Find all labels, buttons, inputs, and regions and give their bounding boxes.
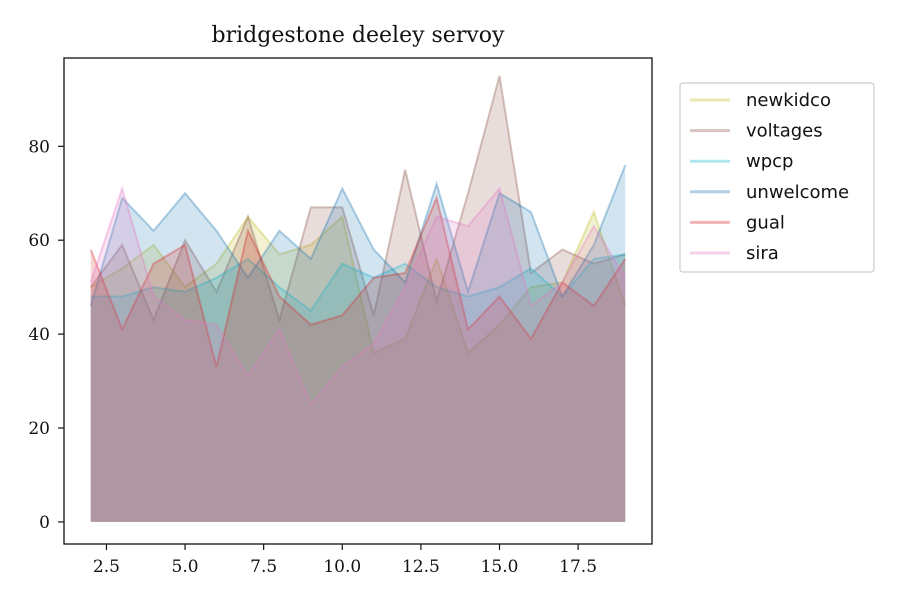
area-fill-newkidco [90, 212, 626, 522]
series-line-gual [89, 194, 627, 368]
legend-label-newkidco: newkidco [746, 90, 831, 111]
legend-label-wpcp: wpcp [746, 151, 793, 172]
x-tick-label: 12.5 [402, 557, 440, 577]
series-line-voltages [89, 75, 626, 324]
series-line-unwelcome [89, 164, 627, 307]
legend-label-gual: gual [746, 212, 785, 233]
x-tick-label: 5.0 [172, 557, 199, 577]
area-fill-voltages [90, 75, 626, 522]
y-axis: 0 20 40 60 80 [28, 137, 64, 533]
legend-box [679, 82, 875, 273]
y-tick-label: 60 [28, 231, 50, 251]
x-tick-label: 15.0 [481, 557, 519, 577]
series-line-newkidco [90, 209, 627, 355]
area-fill-sira [90, 188, 626, 522]
plot-area [89, 75, 627, 522]
y-tick-label: 20 [28, 419, 50, 439]
area-fill-gual [90, 197, 626, 522]
x-tick-label: 2.5 [93, 557, 120, 577]
legend-label-voltages: voltages [746, 121, 823, 142]
area-fill-wpcp [90, 254, 626, 522]
y-tick-label: 40 [28, 325, 50, 345]
legend-label-sira: sira [746, 243, 779, 264]
area-fill-unwelcome [90, 165, 626, 522]
series-line-wpcp [90, 253, 626, 313]
plot-frame [63, 57, 653, 545]
y-tick-label: 80 [28, 137, 50, 157]
series-line-sira [89, 185, 627, 407]
chart-title: bridgestone deeley servoy [212, 23, 505, 48]
x-tick-label: 10.0 [323, 557, 361, 577]
legend: newkidco voltages wpcp unwelcome gual sira [679, 82, 875, 273]
x-tick-label: 7.5 [250, 557, 277, 577]
legend-label-unwelcome: unwelcome [746, 182, 849, 203]
x-axis: 2.5 5.0 7.5 10.0 12.5 15.0 17.5 [93, 544, 597, 577]
y-tick-label: 0 [39, 513, 50, 533]
x-tick-label: 17.5 [559, 557, 597, 577]
